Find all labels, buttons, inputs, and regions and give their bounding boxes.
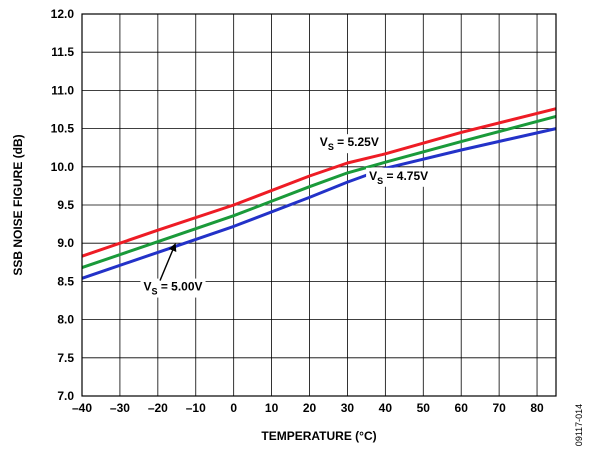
grid-lines: [81, 13, 556, 397]
y-tick-label: 7.5: [57, 351, 74, 365]
x-tick-label: 80: [530, 401, 544, 415]
series-lines: [81, 107, 557, 280]
x-tick-label: 20: [303, 401, 317, 415]
series-label-0: VS = 5.25V: [316, 134, 382, 154]
x-tick-label: 10: [265, 401, 279, 415]
series-label-background: [316, 134, 382, 154]
series-label-background: [140, 278, 206, 298]
series-label-main: V: [320, 135, 328, 149]
series-label-background: [366, 167, 432, 187]
x-tick-label: –20: [148, 401, 168, 415]
y-tick-label: 8.5: [57, 274, 74, 288]
series-label-sub: S: [377, 176, 383, 186]
series-label-sub: S: [151, 287, 157, 297]
plot-frame: [81, 13, 557, 397]
y-tick-label: 8.0: [57, 313, 74, 327]
series-line-0: [81, 107, 557, 258]
annotation-arrow: [159, 243, 177, 281]
y-tick-label: 12.0: [51, 7, 75, 21]
series-label-main: V: [143, 280, 151, 294]
x-tick-labels: –40 –30 –20 –10 0 10 20 30 40 50 60 70 80: [72, 401, 544, 415]
y-tick-label: 10.0: [51, 160, 75, 174]
series-line-1: [81, 114, 557, 270]
series-label-text: VS = 4.75V: [369, 169, 428, 186]
y-tick-labels: 7.0 7.5 8.0 8.5 9.0 9.5 10.0 10.5 11.0 11.5 12.0: [51, 7, 75, 403]
series-label-2: VS = 4.75V: [366, 167, 432, 187]
series-label-text: VS = 5.00V: [143, 280, 202, 297]
x-tick-label: 50: [417, 401, 431, 415]
x-tick-label: 0: [230, 401, 237, 415]
x-tick-label: –30: [110, 401, 130, 415]
figure-id: 09117-014: [574, 404, 584, 446]
y-tick-label: 9.0: [57, 236, 74, 250]
series-label-rest: = 5.00V: [158, 280, 203, 294]
y-tick-label: 10.5: [51, 122, 75, 136]
x-tick-label: –10: [186, 401, 206, 415]
x-tick-label: 40: [379, 401, 393, 415]
series-label-1: VS = 5.00V: [140, 243, 206, 298]
x-tick-label: 30: [341, 401, 355, 415]
series-label-rest: = 4.75V: [383, 169, 428, 183]
x-tick-label: 60: [455, 401, 469, 415]
series-label-sub: S: [328, 142, 334, 152]
y-tick-label: 11.5: [51, 45, 74, 59]
y-tick-label: 9.5: [57, 198, 74, 212]
series-label-text: VS = 5.25V: [320, 135, 379, 152]
y-tick-label: 11.0: [51, 83, 74, 97]
series-label-rest: = 5.25V: [334, 135, 379, 149]
series-label-main: V: [369, 169, 377, 183]
x-tick-label: –40: [72, 401, 92, 415]
y-tick-label: 7.0: [57, 389, 74, 403]
x-tick-label: 70: [492, 401, 506, 415]
y-axis-label: SSB NOISE FIGURE (dB): [11, 134, 25, 275]
x-axis-label: TEMPERATURE (°C): [261, 429, 376, 443]
